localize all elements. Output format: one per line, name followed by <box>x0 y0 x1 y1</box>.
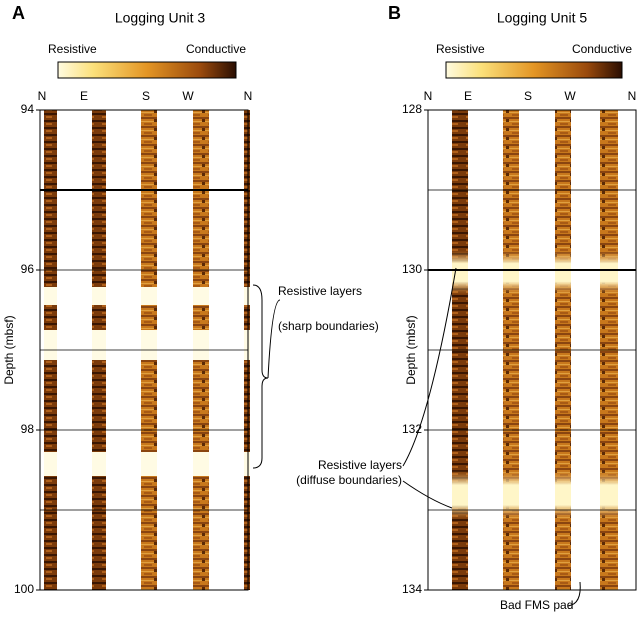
depth-tick-label: 96 <box>21 262 35 276</box>
direction-label: W <box>564 89 576 103</box>
colorbar-low-label: Resistive <box>436 42 485 56</box>
depth-tick-label: 100 <box>14 582 34 596</box>
bracket <box>252 284 269 469</box>
axis-label: Depth (mbsf) <box>2 315 16 384</box>
annotation: Resistive layers <box>318 458 402 472</box>
resistive-band <box>244 287 250 305</box>
resistive-band <box>193 452 209 476</box>
annotation: Resistive layers <box>278 284 362 298</box>
resistive-band <box>555 470 571 520</box>
panel-title: Logging Unit 5 <box>497 10 588 26</box>
depth-tick-label: 98 <box>21 422 35 436</box>
annotation: Bad FMS pad <box>500 598 573 612</box>
resistive-band <box>44 330 57 360</box>
depth-tick-label: 128 <box>402 102 422 116</box>
depth-tick-label: 130 <box>402 262 422 276</box>
leader <box>402 480 453 509</box>
direction-label: E <box>464 89 472 103</box>
resistive-band <box>141 287 157 305</box>
depth-tick-label: 94 <box>21 102 35 116</box>
resistive-band <box>244 452 250 476</box>
leader <box>267 299 281 379</box>
resistive-band <box>503 470 519 520</box>
annotation: (diffuse boundaries) <box>296 473 402 487</box>
panel-letter: A <box>12 3 25 23</box>
colorbar <box>445 61 623 79</box>
colorbar-high-label: Conductive <box>186 42 246 56</box>
leader <box>402 267 457 467</box>
resistive-band <box>600 250 618 295</box>
depth-tick-label: 132 <box>402 422 422 436</box>
image-border <box>39 109 249 591</box>
direction-label: S <box>142 89 150 103</box>
leader <box>567 581 581 607</box>
resistive-band <box>141 452 157 476</box>
resistive-band <box>92 330 106 360</box>
colorbar-low-label: Resistive <box>48 42 97 56</box>
panel-letter: B <box>388 3 401 23</box>
direction-label: E <box>80 89 88 103</box>
direction-label: N <box>244 89 253 103</box>
resistive-band <box>452 250 468 295</box>
axis-label: Depth (mbsf) <box>404 315 418 384</box>
direction-label: N <box>424 89 433 103</box>
resistive-band <box>503 250 519 295</box>
direction-label: N <box>628 89 637 103</box>
resistive-band <box>600 470 618 520</box>
colorbar-high-label: Conductive <box>572 42 632 56</box>
resistive-band <box>555 250 571 295</box>
colorbar <box>57 61 237 79</box>
depth-tick-label: 134 <box>402 582 422 596</box>
resistive-band <box>92 452 106 476</box>
resistive-band <box>193 330 209 360</box>
image-border <box>427 109 637 591</box>
resistive-band <box>44 452 57 476</box>
resistive-band <box>244 330 250 360</box>
resistive-band <box>44 287 57 305</box>
direction-label: W <box>182 89 194 103</box>
resistive-band <box>141 330 157 360</box>
direction-label: N <box>38 89 47 103</box>
direction-label: S <box>524 89 532 103</box>
resistive-band <box>193 287 209 305</box>
resistive-band <box>452 470 468 520</box>
annotation: (sharp boundaries) <box>278 319 379 333</box>
resistive-band <box>92 287 106 305</box>
panel-title: Logging Unit 3 <box>115 10 206 26</box>
